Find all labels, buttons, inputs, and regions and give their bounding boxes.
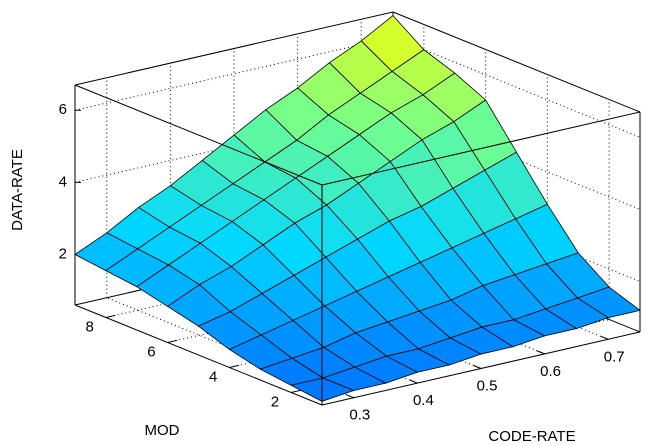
x-tick-label: 0.4 [413, 392, 434, 409]
box-edge [321, 111, 641, 186]
z-tick-label: 4 [59, 173, 67, 190]
box-edge [74, 11, 394, 86]
grid-line [392, 36, 641, 138]
y-tick [229, 364, 240, 368]
z-tick-label: 2 [59, 245, 67, 262]
y-tick-label: 4 [209, 368, 217, 385]
x-tick [346, 394, 354, 399]
y-tick-label: 8 [86, 318, 94, 335]
x-tick [409, 379, 418, 384]
x-tick [537, 350, 545, 355]
y-axis-label: MOD [145, 422, 180, 439]
x-tick [473, 365, 482, 369]
y-tick [105, 314, 116, 318]
x-tick-label: 0.3 [349, 407, 370, 424]
y-tick-label: 2 [271, 393, 279, 410]
x-tick-label: 0.5 [477, 377, 498, 394]
box-edge [74, 84, 323, 186]
y-tick [167, 339, 178, 343]
y-tick-label: 6 [147, 343, 155, 360]
z-tick-label: 6 [59, 101, 67, 118]
y-tick [291, 389, 301, 393]
x-tick [600, 335, 609, 340]
z-axis-label: DATA-RATE [9, 149, 26, 231]
x-axis-label: CODE-RATE [488, 428, 575, 445]
box-edge [392, 11, 641, 113]
x-tick-label: 0.6 [540, 363, 561, 380]
box-edge [74, 304, 323, 406]
x-tick-label: 0.7 [604, 348, 625, 365]
